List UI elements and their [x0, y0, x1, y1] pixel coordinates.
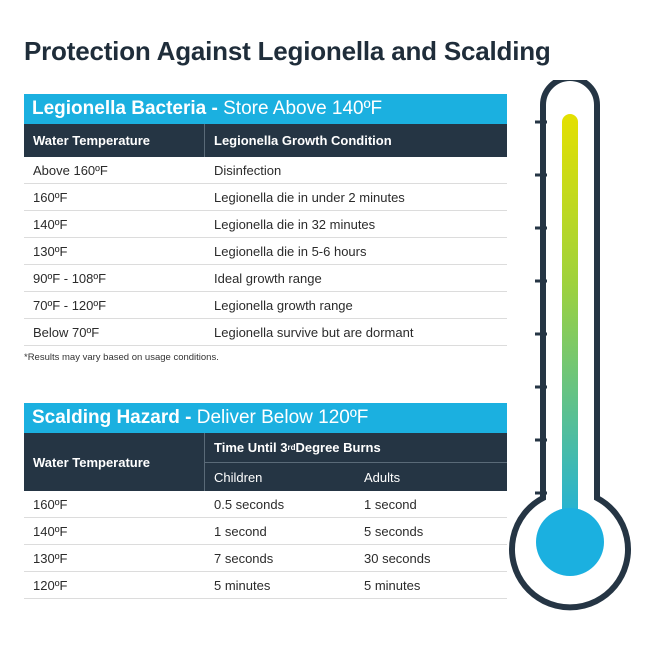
water-temperature-cell: 140ºF: [33, 523, 68, 539]
thermometer-ticks: [535, 120, 547, 495]
adults-burn-time-cell: 5 minutes: [364, 577, 421, 593]
table-row: 140ºF Legionella die in 32 minutes: [24, 211, 507, 238]
table-row: 140ºF 1 second 5 seconds: [24, 518, 507, 545]
column-header-water-temperature: Water Temperature: [24, 124, 205, 157]
table-row: 130ºF Legionella die in 5-6 hours: [24, 238, 507, 265]
legionella-heading-rest: Store Above 140ºF: [223, 98, 383, 119]
legionella-heading-bold: Legionella Bacteria: [32, 98, 207, 119]
scalding-table-body: 160ºF 0.5 seconds 1 second 140ºF 1 second 5 s…: [24, 491, 507, 599]
children-burn-time-cell: 0.5 seconds: [214, 496, 285, 512]
scalding-section: Scalding Hazard - Deliver Below 120ºF Wa…: [24, 403, 507, 599]
water-temperature-cell: 90ºF - 108ºF: [33, 270, 107, 286]
growth-condition-cell: Legionella die in 5-6 hours: [214, 243, 367, 259]
scalding-heading-rest: Deliver Below 120ºF: [196, 407, 369, 428]
water-temperature-cell: 160ºF: [33, 496, 68, 512]
growth-condition-cell: Legionella die in under 2 minutes: [214, 189, 405, 205]
adults-burn-time-cell: 1 second: [364, 496, 417, 512]
water-temperature-cell: 70ºF - 120ºF: [33, 297, 107, 313]
table-row: 70ºF - 120ºF Legionella growth range: [24, 292, 507, 319]
scalding-heading-bold: Scalding Hazard: [32, 407, 180, 428]
column-header-growth-condition: Legionella Growth Condition: [214, 133, 392, 148]
growth-condition-cell: Ideal growth range: [214, 270, 322, 286]
column-header-adults: Adults: [364, 469, 401, 485]
burn-time-label-sup: rd: [287, 443, 296, 452]
column-header-water-temperature: Water Temperature: [24, 433, 205, 491]
thermometer-icon: [509, 80, 631, 611]
legionella-heading-sep: -: [206, 98, 224, 119]
scalding-heading-sep: -: [179, 407, 197, 428]
table-row: Below 70ºF Legionella survive but are dor…: [24, 319, 507, 346]
legionella-table-header: Water Temperature Legionella Growth Cond…: [24, 124, 507, 157]
adults-burn-time-cell: 30 seconds: [364, 550, 431, 566]
growth-condition-cell: Legionella die in 32 minutes: [214, 216, 376, 232]
legionella-section: Legionella Bacteria - Store Above 140ºF …: [24, 94, 507, 363]
growth-condition-cell: Disinfection: [214, 162, 282, 178]
water-temperature-cell: 130ºF: [33, 550, 68, 566]
children-burn-time-cell: 7 seconds: [214, 550, 274, 566]
children-burn-time-cell: 1 second: [214, 523, 267, 539]
water-temperature-cell: 120ºF: [33, 577, 68, 593]
legionella-heading: Legionella Bacteria - Store Above 140ºF: [24, 94, 507, 124]
burn-time-label-post: Degree Burns: [295, 440, 381, 455]
footnote: *Results may vary based on usage conditi…: [24, 352, 219, 363]
water-temperature-cell: 160ºF: [33, 189, 68, 205]
table-row: 130ºF 7 seconds 30 seconds: [24, 545, 507, 572]
table-row: Above 160ºF Disinfection: [24, 157, 507, 184]
thermometer-bulb: [536, 508, 604, 576]
growth-condition-cell: Legionella survive but are dormant: [214, 324, 414, 340]
children-burn-time-cell: 5 minutes: [214, 577, 271, 593]
table-row: 120ºF 5 minutes 5 minutes: [24, 572, 507, 599]
table-row: 160ºF Legionella die in under 2 minutes: [24, 184, 507, 211]
burn-time-label-pre: Time Until 3: [214, 440, 288, 455]
water-temperature-cell: Above 160ºF: [33, 162, 108, 178]
column-header-children: Children: [214, 469, 263, 485]
water-temperature-cell: 130ºF: [33, 243, 68, 259]
page-title: Protection Against Legionella and Scaldi…: [24, 36, 551, 66]
scalding-heading: Scalding Hazard - Deliver Below 120ºF: [24, 403, 507, 433]
legionella-table-body: Above 160ºF Disinfection 160ºF Legionella d…: [24, 157, 507, 346]
table-row: 160ºF 0.5 seconds 1 second: [24, 491, 507, 518]
growth-condition-cell: Legionella growth range: [214, 297, 353, 313]
water-temperature-cell: Below 70ºF: [33, 324, 100, 340]
thermometer-fill: [562, 114, 578, 534]
adults-burn-time-cell: 5 seconds: [364, 523, 424, 539]
water-temperature-cell: 140ºF: [33, 216, 68, 232]
table-row: 90ºF - 108ºF Ideal growth range: [24, 265, 507, 292]
